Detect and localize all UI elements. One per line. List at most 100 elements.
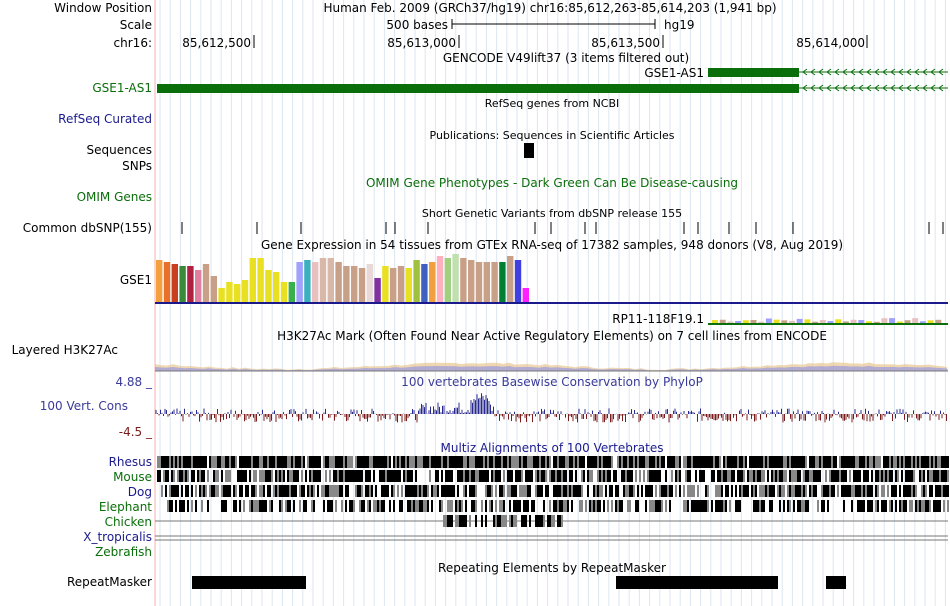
species-label-chicken[interactable]: Chicken <box>104 515 152 529</box>
alignment-block <box>201 456 203 468</box>
alignment-block <box>837 470 839 482</box>
gencode-gene-name[interactable]: GSE1-AS1 <box>644 66 704 80</box>
alignment-block <box>279 456 281 468</box>
refseq-track-label[interactable]: RefSeq Curated <box>58 112 152 126</box>
repeat-element <box>192 576 306 589</box>
alignment-block <box>769 485 771 497</box>
alignment-block <box>393 470 395 482</box>
alignment-block <box>193 456 195 468</box>
h3k27ac-track-label[interactable]: Layered H3K27Ac <box>11 343 118 357</box>
alignment-block <box>859 470 861 482</box>
strand-arrow <box>890 68 896 76</box>
alignment-block <box>259 485 261 497</box>
alignment-block <box>287 456 289 468</box>
alignment-block <box>773 470 775 482</box>
alignment-block <box>563 500 565 512</box>
dbsnp-track-label[interactable]: Common dbSNP(155) <box>22 221 152 235</box>
alignment-block <box>589 456 591 468</box>
alignment-block <box>725 500 727 512</box>
alignment-block <box>513 485 515 497</box>
alignment-block <box>655 485 657 497</box>
alignment-block <box>931 456 933 468</box>
species-label-mouse[interactable]: Mouse <box>113 470 152 484</box>
alignment-block <box>767 485 769 497</box>
phylop-track-label[interactable]: 100 Vert. Cons <box>39 399 128 413</box>
alignment-block <box>393 485 395 497</box>
alignment-block <box>605 485 607 497</box>
alignment-block <box>631 470 633 482</box>
alignment-block <box>407 485 409 497</box>
alignment-block <box>385 470 387 482</box>
alignment-block <box>419 485 421 497</box>
alignment-block <box>383 500 385 512</box>
alignment-block <box>233 500 235 512</box>
strand-arrow <box>802 68 808 76</box>
ruler-tick-label: 85,613,000 <box>387 36 456 50</box>
alignment-block <box>309 470 311 482</box>
alignment-block <box>547 515 549 527</box>
alignment-block <box>815 470 817 482</box>
species-label-zebrafish[interactable]: Zebrafish <box>95 545 152 559</box>
alignment-block <box>651 500 653 512</box>
gtex-second-gene[interactable]: RP11-118F19.1 <box>612 312 704 326</box>
gtex-bar <box>421 264 428 302</box>
alignment-block <box>317 456 319 468</box>
alignment-block <box>291 485 293 497</box>
gtex-bar <box>312 262 319 302</box>
alignment-block <box>625 485 627 497</box>
species-label-elephant[interactable]: Elephant <box>98 500 152 514</box>
alignment-block <box>389 456 391 468</box>
alignment-block <box>737 456 739 468</box>
snps-track-label[interactable]: SNPs <box>122 159 152 173</box>
alignment-block <box>187 456 189 468</box>
alignment-block <box>633 456 635 468</box>
alignment-block <box>437 456 439 468</box>
alignment-block <box>303 456 305 468</box>
alignment-block <box>739 500 741 512</box>
sequences-track-label[interactable]: Sequences <box>86 143 152 157</box>
alignment-block <box>255 485 257 497</box>
strand-arrow <box>930 68 936 76</box>
phylop-min-label: -4.5 _ <box>118 425 152 439</box>
alignment-block <box>527 500 529 512</box>
alignment-block <box>371 456 373 468</box>
species-label-dog[interactable]: Dog <box>127 485 152 499</box>
gtex-bar <box>405 268 412 302</box>
alignment-block <box>627 456 629 468</box>
gtex-bar-small <box>789 320 795 323</box>
gtex-bar-small <box>742 320 749 323</box>
omim-track-label[interactable]: OMIM Genes <box>76 190 152 204</box>
alignment-block <box>479 470 481 482</box>
alignment-block <box>499 485 501 497</box>
alignment-block <box>509 485 511 497</box>
alignment-block <box>507 485 509 497</box>
species-label-rhesus[interactable]: Rhesus <box>108 455 152 469</box>
alignment-block <box>497 515 499 527</box>
gtex-gene-label[interactable]: GSE1 <box>119 273 152 287</box>
alignment-block <box>387 456 389 468</box>
repeatmasker-track-label[interactable]: RepeatMasker <box>66 575 152 589</box>
alignment-block <box>189 456 191 468</box>
alignment-block <box>183 456 185 468</box>
alignment-block <box>365 485 367 497</box>
alignment-block <box>941 485 943 497</box>
alignment-block <box>719 485 721 497</box>
alignment-block <box>405 470 407 482</box>
alignment-block <box>575 485 577 497</box>
alignment-block <box>369 500 371 512</box>
alignment-block <box>901 500 903 512</box>
alignment-block <box>565 470 567 482</box>
alignment-block <box>337 485 339 497</box>
alignment-block <box>691 456 693 468</box>
alignment-block <box>847 485 849 497</box>
alignment-block <box>843 485 845 497</box>
alignment-block <box>627 485 629 497</box>
alignment-block <box>325 485 327 497</box>
alignment-block <box>837 485 839 497</box>
species-label-x-tropicalis[interactable]: X_tropicalis <box>83 530 152 544</box>
strand-arrow <box>906 84 912 92</box>
gencode-track-label[interactable]: GSE1-AS1 <box>92 81 152 95</box>
alignment-block <box>669 456 671 468</box>
